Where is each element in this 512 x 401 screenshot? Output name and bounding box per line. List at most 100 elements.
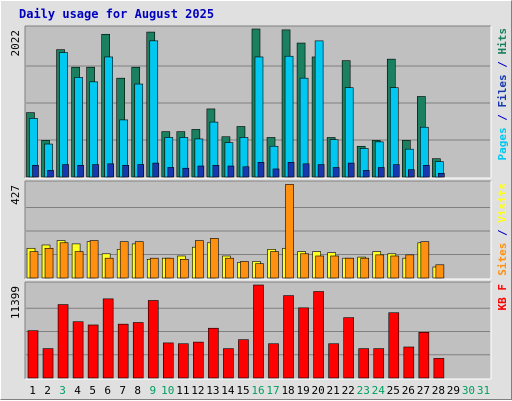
bar-kbytes <box>178 343 189 379</box>
bar-pages <box>242 166 250 178</box>
day-label: 19 <box>296 384 309 397</box>
bar-pages <box>257 162 265 178</box>
bar-pages <box>272 168 280 178</box>
bar-pages <box>423 164 430 178</box>
bar-files <box>134 83 144 178</box>
bar-sites <box>300 253 309 279</box>
bar-kbytes <box>253 284 264 379</box>
bar-files <box>284 55 294 178</box>
day-label: 24 <box>372 384 386 397</box>
bar-kbytes <box>162 342 174 379</box>
day-label: 5 <box>89 384 96 397</box>
bar-kbytes <box>27 330 39 379</box>
bar-pages <box>62 164 69 178</box>
bar-pages <box>408 169 415 178</box>
legend-visits-sites: Sites / Visits <box>496 183 509 276</box>
bar-pages <box>182 167 190 178</box>
ymax-label-hits-files-pages: 2022 <box>9 30 22 57</box>
legend-entry: / <box>496 108 509 128</box>
bar-files <box>254 56 264 178</box>
bar-kbytes <box>208 327 219 379</box>
legend-kbytes: KB F <box>496 284 509 311</box>
bar-pages <box>152 162 160 178</box>
day-label: 26 <box>402 384 415 397</box>
bar-pages <box>438 173 445 178</box>
bar-sites <box>285 184 294 279</box>
bar-kbytes <box>343 317 354 379</box>
day-label: 23 <box>357 384 370 397</box>
legend-hits-files-pages: Pages / Files / Hits <box>496 28 509 161</box>
day-label: 1 <box>29 384 36 397</box>
day-label: 2 <box>44 384 51 397</box>
bar-kbytes <box>147 300 159 379</box>
bar-sites <box>240 261 249 279</box>
bar-sites <box>375 254 385 279</box>
bar-sites <box>195 240 204 279</box>
bar-kbytes <box>57 304 69 379</box>
bar-pages <box>122 164 129 178</box>
bar-sites <box>270 251 279 279</box>
day-label: 10 <box>161 384 174 397</box>
bar-sites <box>29 251 39 279</box>
bar-kbytes <box>373 348 385 379</box>
day-label: 12 <box>191 384 204 397</box>
day-label: 29 <box>447 384 460 397</box>
day-label: 9 <box>149 384 156 397</box>
day-label: 15 <box>236 384 249 397</box>
ymax-label-kbytes: 11399 <box>9 286 22 319</box>
bar-sites <box>104 257 114 279</box>
bar-sites <box>420 241 430 279</box>
bar-pages <box>392 164 400 178</box>
bar-kbytes <box>283 295 294 379</box>
legend-entry: Pages <box>496 127 509 160</box>
day-label: 21 <box>327 384 340 397</box>
bar-sites <box>119 241 129 279</box>
bar-sites <box>315 255 324 279</box>
bar-sites <box>330 255 339 279</box>
day-label: 13 <box>206 384 219 397</box>
bar-pages <box>347 162 355 178</box>
bar-kbytes <box>72 321 84 379</box>
bar-files <box>59 52 68 178</box>
legend-entry: Visits <box>496 183 509 223</box>
day-label: 25 <box>387 384 400 397</box>
day-label: 31 <box>477 384 490 397</box>
bar-sites <box>89 240 99 279</box>
bar-sites <box>255 263 264 279</box>
bar-kbytes <box>238 339 249 379</box>
bar-pages <box>167 167 175 178</box>
bar-kbytes <box>132 322 144 379</box>
bar-kbytes <box>298 307 309 379</box>
chart-title: Daily usage for August 2025 <box>19 7 214 21</box>
day-label: 16 <box>251 384 264 397</box>
legend-entry: Sites <box>496 243 509 276</box>
bar-pages <box>32 164 39 178</box>
day-label: 3 <box>59 384 66 397</box>
day-label: 30 <box>462 384 475 397</box>
day-label: 22 <box>342 384 355 397</box>
bar-pages <box>227 165 235 178</box>
day-label: 28 <box>432 384 445 397</box>
bar-files <box>89 81 98 178</box>
bar-kbytes <box>313 291 324 379</box>
bar-pages <box>77 164 84 178</box>
bar-sites <box>390 255 400 279</box>
day-label: 20 <box>312 384 325 397</box>
bar-pages <box>137 164 145 178</box>
bar-pages <box>377 167 385 178</box>
bar-sites <box>59 242 69 279</box>
bar-sites <box>44 247 54 279</box>
bar-files <box>389 87 399 178</box>
bar-sites <box>164 257 174 279</box>
day-label: 4 <box>74 384 81 397</box>
bar-kbytes <box>193 341 204 379</box>
bar-sites <box>435 264 445 279</box>
bar-sites <box>74 251 84 279</box>
day-label: 6 <box>104 384 111 397</box>
day-label: 11 <box>176 384 189 397</box>
bar-files <box>149 40 159 178</box>
bar-sites <box>225 257 234 279</box>
bar-pages <box>302 163 310 178</box>
bar-kbytes <box>42 348 54 379</box>
